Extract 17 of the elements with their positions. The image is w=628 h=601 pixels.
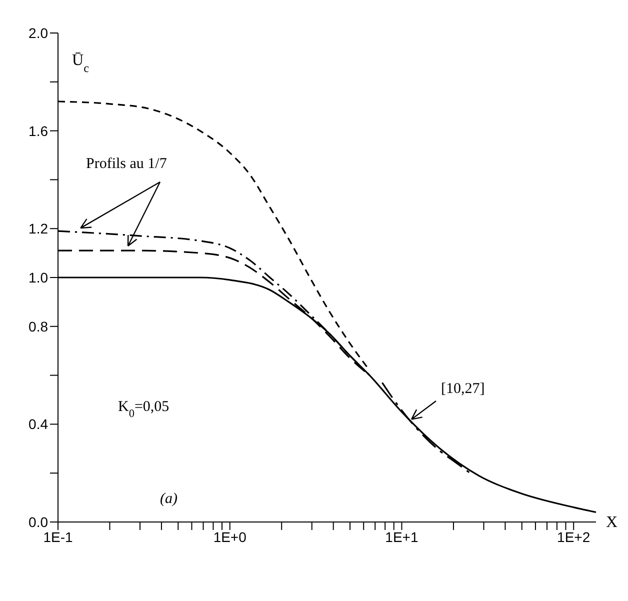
x-tick-label: 1E+2 <box>557 528 590 545</box>
y-tick-label: 0.0 <box>28 514 48 530</box>
y-tick-label: 2.0 <box>28 24 48 41</box>
annotation: (a) <box>160 491 178 507</box>
x-tick-label: 1E+1 <box>385 528 418 545</box>
y-tick-label: 0.4 <box>28 416 48 432</box>
y-tick-label: 1.0 <box>28 269 48 286</box>
x-tick-label: 1E+0 <box>213 528 247 545</box>
y-tick-label: 0.8 <box>28 318 48 334</box>
y-axis-title: Ū$_{c}$ <box>72 52 89 75</box>
y-tick-label: 1.2 <box>28 220 48 237</box>
annotation: Profils au 1/7 <box>86 156 168 172</box>
annotation: [10,27] <box>441 381 485 397</box>
x-tick-label: 1E-1 <box>43 528 73 545</box>
y-tick-label: 1.6 <box>28 122 48 139</box>
x-axis-title: X <box>606 514 618 531</box>
annotation: K$_{0}$=0,05 <box>118 399 170 420</box>
